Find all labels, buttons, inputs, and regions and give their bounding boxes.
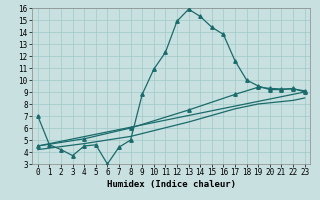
X-axis label: Humidex (Indice chaleur): Humidex (Indice chaleur) bbox=[107, 180, 236, 189]
